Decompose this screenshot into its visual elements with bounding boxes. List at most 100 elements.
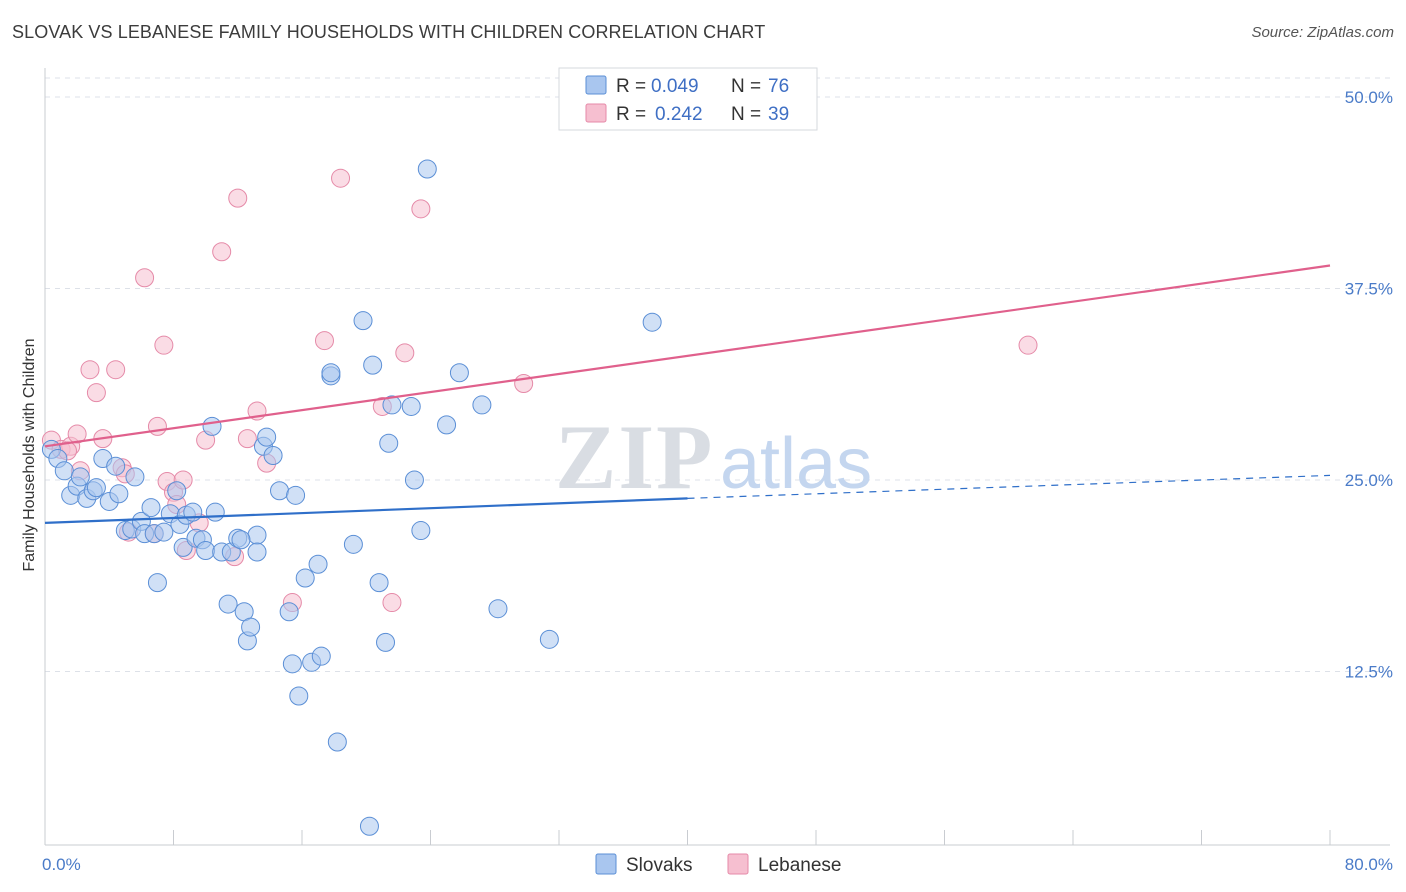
y-tick-labels: 12.5% 25.0% 37.5% 50.0% (1345, 88, 1393, 682)
slovaks-point-48 (295, 568, 315, 588)
bottom-legend-swatch-lebanese (727, 853, 749, 875)
slovaks-point-62 (411, 521, 431, 541)
slovaks-point-57 (363, 355, 383, 375)
watermark-atlas: atlas (720, 424, 872, 504)
bottom-legend-swatch-slovaks (595, 853, 617, 875)
slovaks-point-58 (369, 573, 389, 593)
trend-lines (44, 264, 1331, 524)
slovaks-point-54 (343, 534, 363, 554)
slovaks-trend-extension (687, 474, 1331, 499)
slovaks-point-43 (270, 481, 290, 501)
legend-r-value-slovaks: 0.049 (651, 76, 699, 97)
lebanese-point-15 (154, 335, 174, 355)
watermark-zip: ZIP (555, 406, 714, 508)
slovaks-point-38 (241, 617, 261, 637)
slovaks-point-64 (488, 599, 508, 619)
slovaks-points (41, 159, 662, 836)
y-tick-label-0: 12.5% (1345, 663, 1393, 682)
slovaks-point-70 (449, 363, 469, 383)
lebanese-point-8 (106, 360, 126, 380)
bottom-legend-label-lebanese: Lebanese (758, 855, 841, 876)
slovaks-point-25 (173, 537, 193, 557)
legend-n-value-lebanese: 39 (768, 104, 789, 125)
slovaks-point-39 (247, 525, 267, 545)
chart-title: SLOVAK VS LEBANESE FAMILY HOUSEHOLDS WIT… (12, 22, 766, 42)
legend-swatch-slovaks (585, 75, 607, 95)
legend-n-value-slovaks: 76 (768, 76, 789, 97)
slovaks-point-5 (70, 467, 90, 487)
bottom-legend-label-slovaks: Slovaks (626, 855, 693, 876)
x-tick-label-0: 0.0% (42, 855, 81, 874)
source-label: Source: ZipAtlas.com (1251, 24, 1394, 41)
slovaks-point-47 (289, 686, 309, 706)
slovaks-point-68 (382, 395, 402, 415)
slovaks-point-8 (86, 478, 106, 498)
slovaks-point-2 (54, 461, 74, 481)
slovaks-point-12 (109, 484, 129, 504)
slovaks-point-67 (417, 159, 437, 179)
lebanese-point-5 (80, 360, 100, 380)
slovaks-point-45 (282, 654, 302, 674)
lebanese-point-35 (411, 199, 431, 219)
slovaks-point-56 (359, 816, 379, 836)
lebanese-point-30 (314, 331, 334, 351)
y-tick-label-3: 50.0% (1345, 88, 1393, 107)
slovaks-point-21 (154, 522, 174, 542)
legend-n-label-lebanese: N = (731, 104, 761, 125)
legend-box: R = 0.049 N = 76 R = 0.242 N = 39 (558, 67, 818, 131)
lebanese-point-34 (395, 343, 415, 363)
slovaks-point-20 (147, 573, 167, 593)
slovaks-point-23 (167, 481, 187, 501)
slovaks-point-71 (472, 395, 492, 415)
lebanese-point-25 (228, 188, 248, 208)
y-tick-label-1: 25.0% (1345, 471, 1393, 490)
bottom-legend: Slovaks Lebanese (595, 853, 841, 876)
slovaks-point-44 (279, 602, 299, 622)
lebanese-point-37 (1018, 335, 1038, 355)
y-axis-title: Family Households with Children (21, 339, 38, 572)
slovaks-point-61 (404, 470, 424, 490)
lebanese-trend-line (44, 264, 1331, 448)
legend-swatch-lebanese (585, 103, 607, 123)
slovaks-point-60 (379, 433, 399, 453)
slovaks-point-66 (642, 312, 662, 332)
slovaks-point-30 (202, 416, 222, 436)
slovaks-point-11 (106, 456, 126, 476)
legend-r-label-slovaks: R = (616, 76, 646, 97)
axes (44, 68, 1390, 846)
lebanese-point-12 (135, 268, 155, 288)
slovaks-point-65 (539, 629, 559, 649)
slovaks-point-18 (141, 498, 161, 518)
grid-lines (45, 77, 1390, 672)
x-tick-label-1: 80.0% (1345, 855, 1393, 874)
slovaks-point-74 (231, 530, 251, 550)
slovaks-point-51 (311, 646, 331, 666)
y-tick-label-2: 37.5% (1345, 280, 1393, 299)
lebanese-point-31 (331, 168, 351, 188)
slovaks-point-59 (376, 632, 396, 652)
slovaks-point-33 (218, 594, 238, 614)
lebanese-point-33 (382, 593, 402, 613)
slovaks-point-41 (257, 427, 277, 447)
slovaks-point-75 (247, 542, 267, 562)
slovaks-point-29 (196, 540, 216, 560)
slovaks-trend-line (44, 497, 688, 524)
slovaks-point-72 (321, 363, 341, 383)
slovaks-point-63 (437, 415, 457, 435)
lebanese-point-14 (147, 416, 167, 436)
slovaks-point-31 (205, 502, 225, 522)
slovaks-point-50 (308, 554, 328, 574)
legend-r-label-lebanese: R = (616, 104, 646, 125)
slovaks-point-53 (327, 732, 347, 752)
legend-n-label-slovaks: N = (731, 76, 761, 97)
lebanese-point-3 (67, 424, 87, 444)
slovaks-point-15 (125, 467, 145, 487)
lebanese-point-26 (237, 429, 257, 449)
lebanese-point-23 (212, 242, 232, 262)
slovaks-point-55 (353, 311, 373, 331)
slovaks-point-42 (263, 445, 283, 465)
x-tick-labels: 0.0% 80.0% (42, 855, 1393, 874)
slovaks-point-69 (401, 396, 421, 416)
lebanese-point-6 (86, 383, 106, 403)
